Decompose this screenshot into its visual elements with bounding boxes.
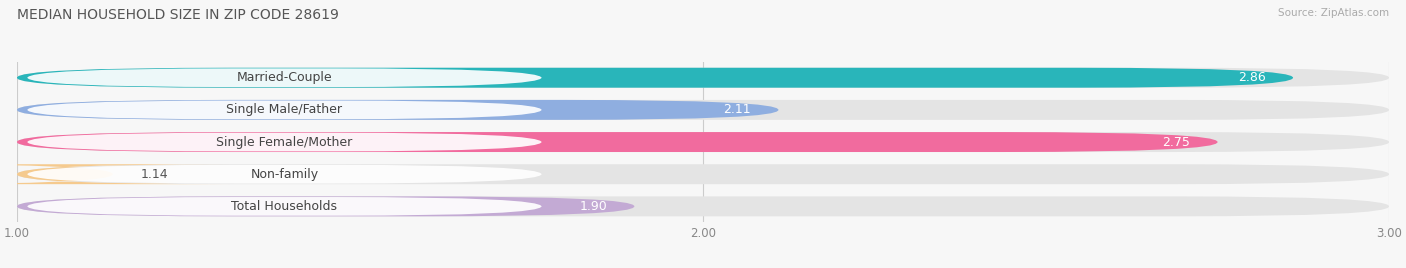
- Text: 2.11: 2.11: [724, 103, 751, 116]
- Text: Married-Couple: Married-Couple: [236, 71, 332, 84]
- FancyBboxPatch shape: [17, 68, 1389, 88]
- Text: 1.90: 1.90: [579, 200, 607, 213]
- Text: Total Households: Total Households: [232, 200, 337, 213]
- Text: Single Male/Father: Single Male/Father: [226, 103, 343, 116]
- Text: 2.75: 2.75: [1163, 136, 1189, 148]
- FancyBboxPatch shape: [27, 68, 541, 87]
- FancyBboxPatch shape: [27, 133, 541, 151]
- Text: Non-family: Non-family: [250, 168, 319, 181]
- Text: Source: ZipAtlas.com: Source: ZipAtlas.com: [1278, 8, 1389, 18]
- FancyBboxPatch shape: [17, 100, 779, 120]
- Text: 1.14: 1.14: [141, 168, 167, 181]
- FancyBboxPatch shape: [17, 132, 1218, 152]
- FancyBboxPatch shape: [17, 196, 1389, 216]
- FancyBboxPatch shape: [17, 196, 634, 216]
- FancyBboxPatch shape: [17, 164, 1389, 184]
- FancyBboxPatch shape: [27, 197, 541, 216]
- Text: MEDIAN HOUSEHOLD SIZE IN ZIP CODE 28619: MEDIAN HOUSEHOLD SIZE IN ZIP CODE 28619: [17, 8, 339, 22]
- FancyBboxPatch shape: [17, 132, 1389, 152]
- FancyBboxPatch shape: [27, 165, 541, 184]
- Text: Single Female/Mother: Single Female/Mother: [217, 136, 353, 148]
- FancyBboxPatch shape: [17, 100, 1389, 120]
- Text: 2.86: 2.86: [1237, 71, 1265, 84]
- FancyBboxPatch shape: [0, 164, 229, 184]
- FancyBboxPatch shape: [27, 100, 541, 119]
- FancyBboxPatch shape: [17, 68, 1294, 88]
